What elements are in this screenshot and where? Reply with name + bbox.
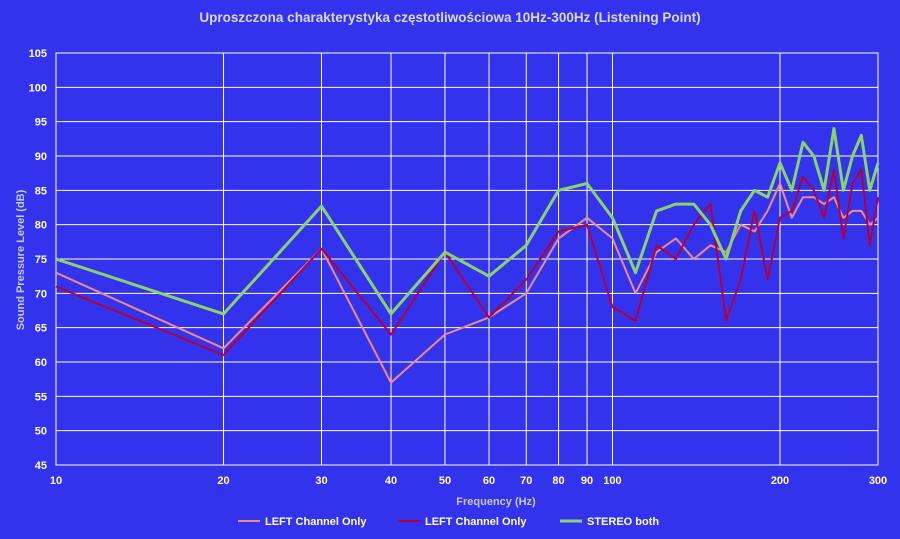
legend-label-2: LEFT Channel Only [425,516,527,528]
series-line-3 [55,127,880,316]
chart-title: Uproszczona charakterystyka częstotliwoś… [199,10,700,25]
grid-lines [55,52,879,466]
y-tick-label: 75 [35,254,47,266]
y-tick-label: 55 [35,391,47,403]
series-lines [55,127,880,384]
y-tick-label: 50 [35,426,47,438]
y-tick-label: 90 [35,151,47,163]
y-tick-label: 65 [35,323,47,335]
legend-label-1: LEFT Channel Only [265,516,367,528]
y-axis-ticks: 45 50 55 60 65 70 75 80 85 90 95 100 105 [29,48,47,472]
legend-label-3: STEREO both [587,516,659,528]
y-tick-label: 100 [29,82,47,94]
x-tick-label: 300 [869,475,887,487]
y-tick-label: 105 [29,48,47,60]
x-tick-label: 80 [552,475,564,487]
x-tick-label: 30 [315,475,327,487]
series-line-2 [55,168,879,357]
y-tick-label: 70 [35,288,47,300]
y-tick-label: 85 [35,185,47,197]
x-tick-label: 100 [603,475,621,487]
x-tick-label: 20 [217,475,229,487]
x-tick-label: 50 [439,475,451,487]
x-tick-label: 200 [771,475,789,487]
x-tick-label: 10 [50,475,62,487]
legend: LEFT Channel Only LEFT Channel Only STEREO… [238,516,659,528]
x-tick-label: 60 [483,475,495,487]
series-line-1 [55,182,879,384]
x-tick-label: 70 [520,475,532,487]
y-axis-label: Sound Pressure Level (dB) [15,189,27,330]
y-tick-label: 45 [35,460,47,472]
y-tick-label: 80 [35,220,47,232]
x-axis-ticks: 10 20 30 40 50 60 70 80 90 100 200 300 [50,475,887,487]
y-tick-label: 95 [35,117,47,129]
x-axis-label: Frequency (Hz) [456,496,536,508]
x-tick-label: 90 [581,475,593,487]
x-tick-label: 40 [385,475,397,487]
y-tick-label: 60 [35,357,47,369]
